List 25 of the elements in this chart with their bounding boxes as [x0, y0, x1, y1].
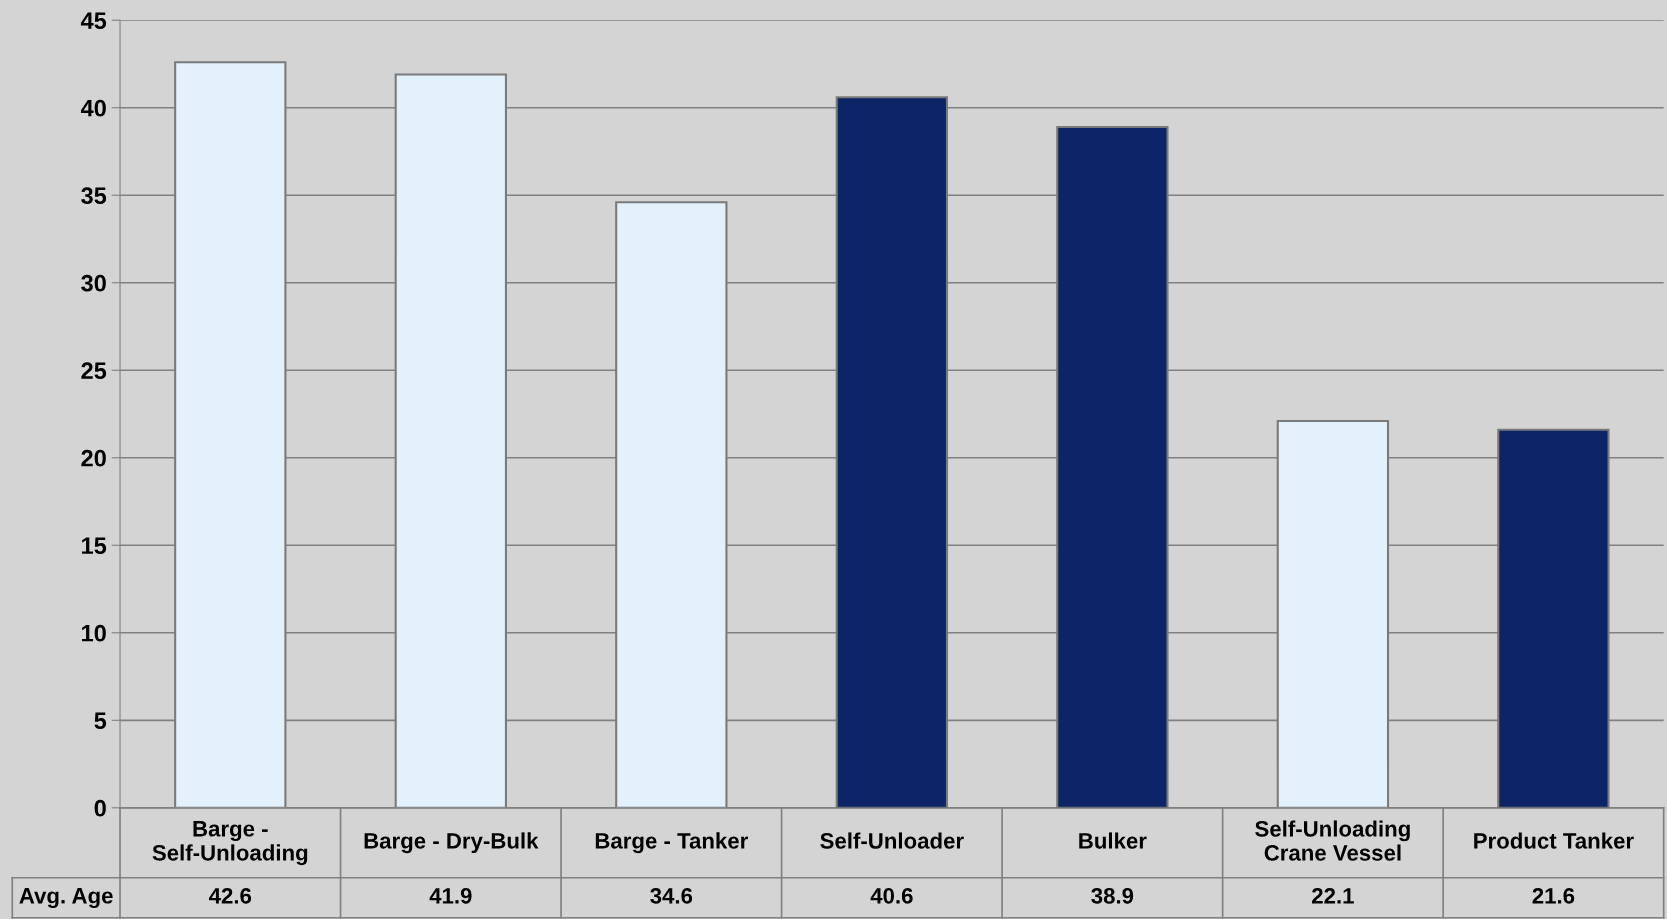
x-tick-label: Barge - Dry-Bulk	[364, 832, 539, 854]
x-tick-label: Bulker	[1079, 832, 1147, 849]
y-tick-label: 40	[80, 99, 106, 117]
y-tick-label: 10	[82, 624, 106, 642]
y-tick-label: 0	[94, 799, 106, 817]
x-tick-label: Self-Unloading Crane Vessel	[1255, 820, 1410, 861]
y-tick-label: 35	[81, 187, 107, 205]
y-tick-label: 45	[80, 12, 107, 30]
y-tick-label: 20	[81, 449, 106, 467]
data-label: 34.6	[650, 887, 693, 904]
y-tick-label: 5	[94, 712, 107, 730]
x-tick-label: Barge - Tanker	[595, 832, 748, 854]
y-tick-label: 25	[81, 362, 107, 380]
x-tick-label: Self-Unloader	[820, 832, 964, 849]
data-label: 21.6	[1532, 887, 1575, 904]
data-label: 42.6	[209, 887, 252, 904]
x-tick-label: Barge - Self-Unloading	[152, 821, 308, 866]
data-label: 40.6	[870, 887, 913, 904]
y-tick-label: 15	[82, 537, 107, 555]
y-tick-label: 30	[81, 274, 106, 292]
data-label: 22.1	[1312, 887, 1354, 904]
data-label: 38.9	[1091, 887, 1134, 904]
legend-label: Avg. Age	[19, 888, 113, 909]
data-label: 41.9	[429, 887, 472, 904]
x-tick-label: Product Tanker	[1474, 832, 1634, 849]
